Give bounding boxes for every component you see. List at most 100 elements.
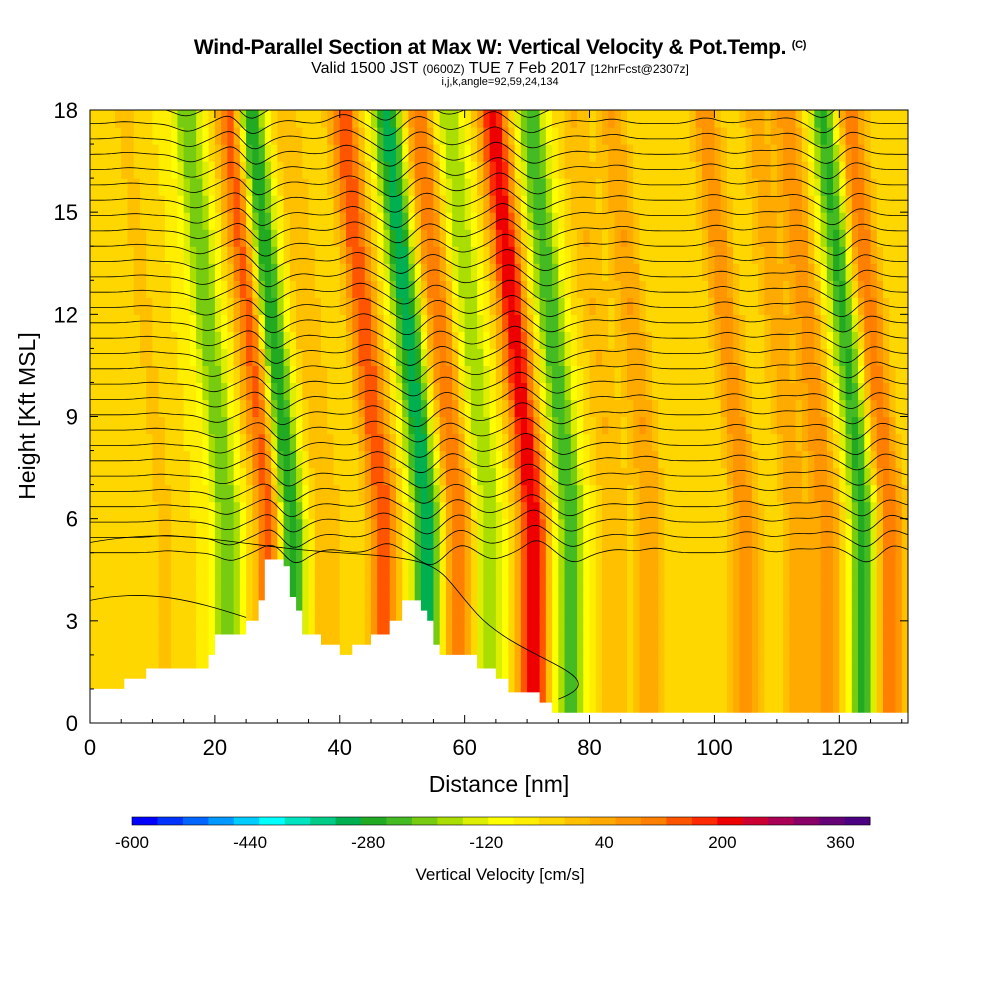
- velocity-cell: [639, 127, 647, 145]
- velocity-cell: [695, 433, 703, 452]
- velocity-cell: [808, 416, 815, 435]
- velocity-cell: [420, 229, 428, 247]
- velocity-cell: [645, 535, 653, 554]
- velocity-cell: [595, 348, 603, 367]
- velocity-cell: [233, 586, 241, 605]
- velocity-cell: [858, 484, 865, 503]
- velocity-cell: [283, 450, 291, 469]
- theta-contour: [90, 341, 908, 366]
- velocity-cell: [845, 518, 853, 537]
- velocity-cell: [826, 501, 834, 520]
- velocity-cell: [271, 110, 278, 128]
- velocity-cell: [427, 178, 435, 196]
- velocity-cell: [133, 365, 141, 384]
- velocity-cell: [620, 348, 628, 367]
- velocity-cell: [283, 161, 291, 179]
- velocity-cell: [252, 399, 260, 418]
- velocity-cell: [564, 433, 572, 452]
- velocity-cell: [252, 331, 260, 349]
- velocity-cell: [633, 229, 641, 247]
- velocity-cell: [733, 212, 741, 230]
- velocity-cell: [570, 450, 578, 469]
- velocity-cell: [570, 637, 578, 656]
- velocity-cell: [820, 535, 828, 554]
- velocity-cell: [739, 280, 747, 298]
- velocity-cell: [633, 297, 641, 315]
- velocity-cell: [308, 365, 316, 384]
- velocity-cell: [333, 110, 341, 128]
- velocity-cell: [158, 637, 166, 656]
- velocity-cell: [776, 127, 784, 145]
- velocity-cell: [264, 518, 272, 537]
- velocity-cell: [127, 399, 135, 418]
- velocity-cell: [533, 246, 541, 264]
- velocity-cell: [183, 331, 191, 349]
- velocity-cell: [714, 263, 722, 281]
- velocity-cell: [177, 467, 185, 486]
- velocity-cell: [589, 212, 597, 230]
- velocity-cell: [127, 178, 135, 196]
- velocity-cell: [420, 127, 428, 145]
- velocity-cell: [764, 212, 772, 230]
- velocity-cell: [708, 280, 716, 298]
- velocity-cell: [589, 348, 597, 367]
- velocity-cell: [833, 671, 840, 690]
- velocity-cell: [202, 518, 210, 537]
- velocity-cell: [745, 348, 753, 367]
- velocity-cell: [708, 399, 716, 418]
- velocity-cell: [701, 280, 709, 298]
- velocity-cell: [202, 263, 210, 281]
- velocity-cell: [901, 246, 908, 264]
- velocity-cell: [595, 144, 603, 162]
- velocity-cell: [464, 314, 472, 332]
- velocity-cell: [395, 433, 403, 452]
- velocity-cell: [464, 246, 472, 264]
- velocity-cell: [776, 365, 784, 384]
- velocity-cell: [901, 348, 908, 367]
- velocity-cell: [783, 501, 790, 520]
- velocity-cell: [820, 246, 828, 264]
- velocity-cell: [876, 552, 884, 571]
- velocity-cell: [146, 433, 154, 452]
- velocity-cell: [321, 501, 328, 520]
- velocity-cell: [196, 620, 203, 639]
- velocity-cell: [90, 399, 97, 418]
- velocity-cell: [720, 671, 728, 690]
- velocity-cell: [839, 246, 847, 264]
- velocity-cell: [258, 195, 266, 213]
- velocity-cell: [614, 569, 622, 588]
- velocity-cell: [383, 263, 391, 281]
- velocity-cell: [427, 365, 435, 384]
- velocity-cell: [833, 178, 840, 196]
- velocity-cell: [745, 620, 753, 639]
- velocity-cell: [564, 450, 572, 469]
- velocity-cell: [726, 161, 734, 179]
- velocity-cell: [670, 229, 678, 247]
- velocity-cell: [570, 297, 578, 315]
- velocity-cell: [383, 569, 391, 588]
- velocity-cell: [452, 144, 460, 162]
- velocity-cell: [670, 195, 678, 213]
- velocity-cell: [90, 229, 97, 247]
- velocity-cell: [508, 195, 516, 213]
- velocity-cell: [121, 501, 129, 520]
- velocity-cell: [164, 569, 172, 588]
- velocity-cell: [139, 467, 147, 486]
- velocity-cell: [670, 297, 678, 315]
- velocity-cell: [645, 552, 653, 571]
- velocity-cell: [133, 620, 141, 639]
- velocity-cell: [701, 654, 709, 673]
- velocity-cell: [102, 484, 110, 503]
- velocity-cell: [533, 178, 541, 196]
- velocity-cell: [333, 586, 341, 605]
- velocity-cell: [246, 229, 253, 247]
- velocity-cell: [627, 416, 634, 435]
- velocity-cell: [614, 637, 622, 656]
- velocity-cell: [545, 365, 553, 384]
- velocity-cell: [676, 195, 684, 213]
- velocity-cell: [683, 246, 691, 264]
- velocity-cell: [314, 263, 322, 281]
- velocity-cell: [233, 263, 241, 281]
- velocity-cell: [839, 586, 847, 605]
- velocity-cell: [758, 382, 765, 401]
